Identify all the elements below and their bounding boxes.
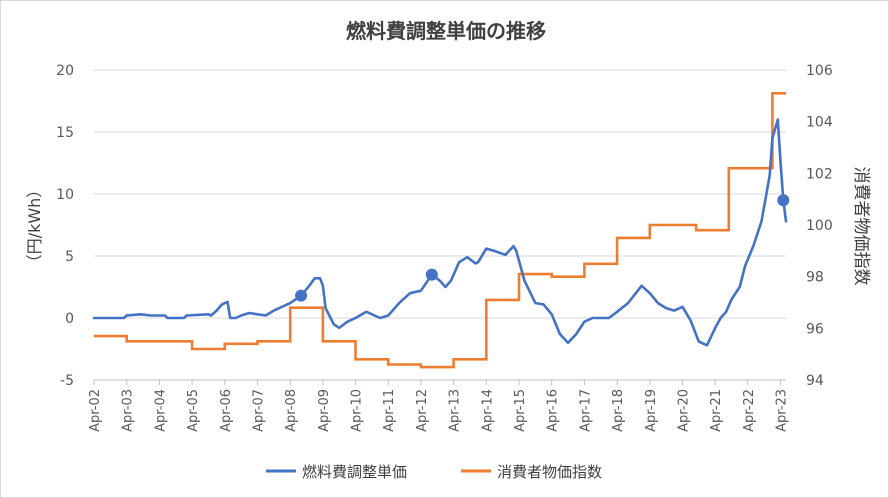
fuel-marker — [425, 268, 438, 281]
fuel-marker — [295, 289, 308, 302]
x-tick-label: Apr-16 — [546, 389, 561, 432]
x-tick-label: Apr-18 — [611, 389, 626, 432]
right-tick-label: 106 — [806, 63, 833, 79]
left-axis-label: （円/kWh） — [25, 182, 44, 271]
chart-title: 燃料費調整単価の推移 — [346, 19, 546, 43]
right-tick-label: 96 — [806, 321, 824, 337]
x-tick-label: Apr-05 — [186, 389, 201, 432]
fuel-marker — [777, 194, 790, 207]
legend-label-cpi: 消費者物価指数 — [497, 463, 602, 481]
fuel-series-line — [92, 118, 788, 347]
x-tick-label: Apr-02 — [88, 389, 103, 432]
x-tick-label: Apr-17 — [578, 389, 593, 432]
series-layer — [92, 92, 790, 369]
x-tick-label: Apr-19 — [644, 389, 659, 432]
right-tick-label: 94 — [806, 373, 824, 389]
x-tick-label: Apr-08 — [284, 389, 299, 432]
right-tick-label: 98 — [806, 270, 824, 286]
legend-label-fuel: 燃料費調整単価 — [302, 463, 407, 481]
right-tick-label: 100 — [806, 218, 833, 234]
legend: 燃料費調整単価 消費者物価指数 — [266, 463, 602, 481]
left-tick-label: 5 — [65, 249, 74, 265]
right-tick-label: 102 — [806, 166, 833, 182]
right-tick-label: 104 — [806, 115, 833, 131]
x-tick-label: Apr-13 — [448, 389, 463, 432]
x-tick-label: Apr-06 — [219, 389, 234, 432]
left-tick-label: -5 — [60, 373, 74, 389]
x-tick-label: Apr-09 — [317, 389, 332, 432]
x-tick-label: Apr-03 — [121, 389, 136, 432]
left-tick-label: 0 — [65, 311, 74, 327]
right-axis-label: 消費者物価指数 — [851, 167, 871, 286]
x-tick-label: Apr-11 — [382, 389, 397, 432]
x-tick-label: Apr-07 — [251, 389, 266, 432]
x-tick-label: Apr-23 — [775, 389, 790, 432]
left-tick-label: 10 — [56, 187, 74, 203]
x-tick-label: Apr-22 — [742, 389, 757, 432]
x-tick-label: Apr-04 — [153, 389, 168, 432]
x-tick-label: Apr-20 — [676, 389, 691, 432]
x-tick-label: Apr-14 — [480, 389, 495, 432]
left-axis-ticks: -5 0 5 10 15 20 — [56, 63, 74, 389]
right-axis-ticks: 94 96 98 100 102 104 106 — [806, 63, 833, 389]
x-tick-label: Apr-10 — [350, 389, 365, 432]
x-axis: Apr-02 Apr-03 Apr-04 Apr-05 Apr-06 Apr-07 Apr-… — [88, 379, 790, 432]
x-tick-label: Apr-12 — [415, 389, 430, 432]
left-tick-label: 15 — [56, 125, 74, 141]
x-tick-label: Apr-21 — [709, 389, 724, 432]
x-tick-label: Apr-15 — [513, 389, 528, 432]
cpi-series-line — [94, 92, 786, 369]
left-tick-label: 20 — [56, 63, 74, 79]
